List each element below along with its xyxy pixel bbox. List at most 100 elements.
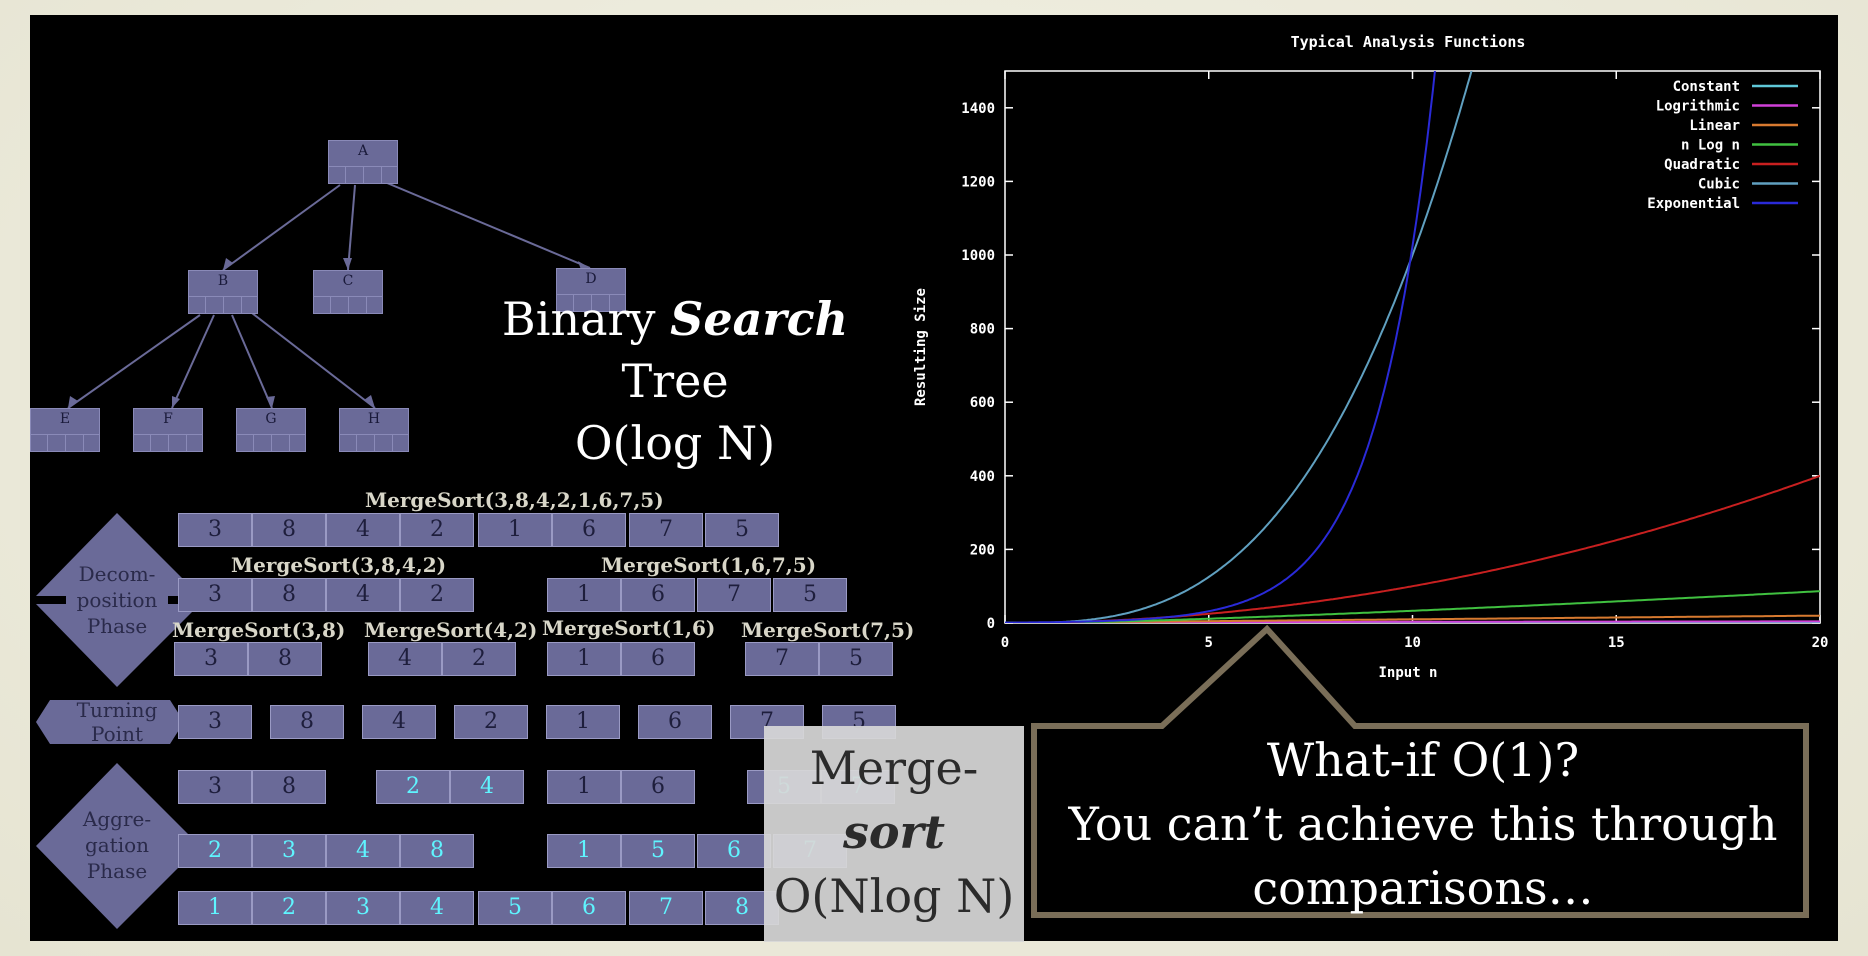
turning-point-label: Turning Point xyxy=(55,698,179,746)
array-cell: 7 xyxy=(629,513,703,547)
callout-line: You can’t achieve this through xyxy=(1068,797,1778,851)
array-cell: 2 xyxy=(442,642,516,676)
array-cell: 1 xyxy=(547,770,621,804)
array-cell: 4 xyxy=(368,642,442,676)
y-tick-label: 1200 xyxy=(961,174,995,190)
phase-line: Turning xyxy=(76,698,158,722)
phase-line: Phase xyxy=(86,614,148,638)
x-axis-label: Input n xyxy=(1378,665,1437,681)
array-cell: 8 xyxy=(248,642,322,676)
tree-node-e: E xyxy=(30,408,100,452)
array-cell: 6 xyxy=(621,642,695,676)
legend-label: Constant xyxy=(1673,79,1740,95)
mergesort-call-label: MergeSort(3,8,4,2) xyxy=(231,553,447,577)
array-cell: 1 xyxy=(547,642,621,676)
phase-line: Decom- xyxy=(78,562,156,586)
callout-text: What-if O(1)? You can’t achieve this thr… xyxy=(1040,728,1806,920)
array-cell: 2 xyxy=(252,891,326,925)
array-cell: 8 xyxy=(252,578,326,612)
array-cell: 2 xyxy=(400,513,474,547)
array-cell: 8 xyxy=(270,705,344,739)
array-cell: 7 xyxy=(629,891,703,925)
x-tick-label: 5 xyxy=(1205,635,1213,651)
array-cell: 3 xyxy=(178,770,252,804)
array-cell: 5 xyxy=(705,513,779,547)
tree-node-label: C xyxy=(342,273,354,289)
array-cell: 6 xyxy=(638,705,712,739)
series-line-quadratic xyxy=(1005,474,1820,623)
array-cell: 1 xyxy=(547,578,621,612)
series-line-n-log-n xyxy=(1045,590,1820,623)
x-tick-label: 15 xyxy=(1608,635,1625,651)
phase-line: Phase xyxy=(86,859,148,883)
array-cell: 2 xyxy=(178,834,252,868)
legend-label: Quadratic xyxy=(1664,157,1740,173)
legend-label: n Log n xyxy=(1681,138,1740,154)
mergesort-call-label: MergeSort(3,8,4,2,1,6,7,5) xyxy=(365,488,664,512)
bst-caption: Binary Search Tree O(log N) xyxy=(480,288,870,474)
array-cell: 1 xyxy=(178,891,252,925)
array-cell: 3 xyxy=(252,834,326,868)
array-cell: 3 xyxy=(178,513,252,547)
array-cell: 2 xyxy=(376,770,450,804)
mergesort-call-label: MergeSort(1,6) xyxy=(542,616,716,640)
array-cell: 4 xyxy=(400,891,474,925)
tree-node-label: A xyxy=(357,143,369,159)
legend-label: Exponential xyxy=(1647,196,1740,212)
array-cell: 2 xyxy=(454,705,528,739)
chart-legend: Constant Logrithmic Linear n Log n Quadratic… xyxy=(1647,79,1798,212)
array-cell: 5 xyxy=(819,642,893,676)
series-line-exponential xyxy=(1005,71,1436,623)
x-axis-ticks: 0 5 10 15 20 xyxy=(1001,71,1829,651)
phase-line: Aggre- xyxy=(82,807,152,831)
plot-frame xyxy=(1004,70,1821,624)
legend-label: Linear xyxy=(1689,118,1740,134)
phase-line: position xyxy=(76,588,158,612)
tree-node-a: A xyxy=(328,140,398,184)
y-tick-label: 600 xyxy=(970,395,995,411)
tree-node-d: D xyxy=(556,268,626,312)
x-tick-label: 10 xyxy=(1404,635,1421,651)
mergesort-call-label: MergeSort(7,5) xyxy=(741,618,915,642)
phase-line: Point xyxy=(90,722,143,746)
array-cell: 8 xyxy=(252,770,326,804)
array-cell: 1 xyxy=(547,834,621,868)
y-tick-label: 0 xyxy=(987,616,995,632)
mergesort-call-label: MergeSort(3,8) xyxy=(172,618,346,642)
array-cell: 6 xyxy=(697,834,771,868)
tree-node-f: F xyxy=(133,408,203,452)
tree-node-h: H xyxy=(339,408,409,452)
array-cell: 1 xyxy=(478,513,552,547)
chart-title: Typical Analysis Functions xyxy=(1291,33,1526,51)
array-cell: 4 xyxy=(326,513,400,547)
legend-label: Logrithmic xyxy=(1656,99,1740,115)
bst-complexity: O(log N) xyxy=(574,416,776,470)
tree-node-label: F xyxy=(163,411,173,427)
array-cell: 6 xyxy=(552,513,626,547)
tree-node-b: B xyxy=(188,270,258,314)
array-cell: 1 xyxy=(546,705,620,739)
series-lines xyxy=(1005,71,1820,623)
array-cell: 3 xyxy=(326,891,400,925)
mergesort-caption-box: Merge- sort O(Nlog N) xyxy=(764,726,1024,942)
y-axis-ticks: 0 200 400 600 800 1000 1200 1400 xyxy=(961,101,1820,632)
bst-caption-word: Binary xyxy=(501,292,671,346)
y-tick-label: 1000 xyxy=(961,248,995,264)
array-cell: 4 xyxy=(326,834,400,868)
x-tick-label: 0 xyxy=(1001,635,1009,651)
tree-node-label: D xyxy=(585,271,597,287)
callout-line: What-if O(1)? xyxy=(1266,733,1580,787)
array-cell: 8 xyxy=(400,834,474,868)
x-tick-label: 20 xyxy=(1812,635,1829,651)
tree-node-label: B xyxy=(217,273,229,289)
mergesort-caption-line: Merge- xyxy=(809,741,979,795)
array-cell: 3 xyxy=(178,705,252,739)
phase-line: gation xyxy=(84,833,150,857)
y-tick-label: 800 xyxy=(970,322,995,338)
array-cell: 6 xyxy=(552,891,626,925)
callout-line: comparisons… xyxy=(1252,861,1594,915)
aggregation-phase-label: Aggre- gation Phase xyxy=(55,806,179,884)
array-cell: 7 xyxy=(697,578,771,612)
